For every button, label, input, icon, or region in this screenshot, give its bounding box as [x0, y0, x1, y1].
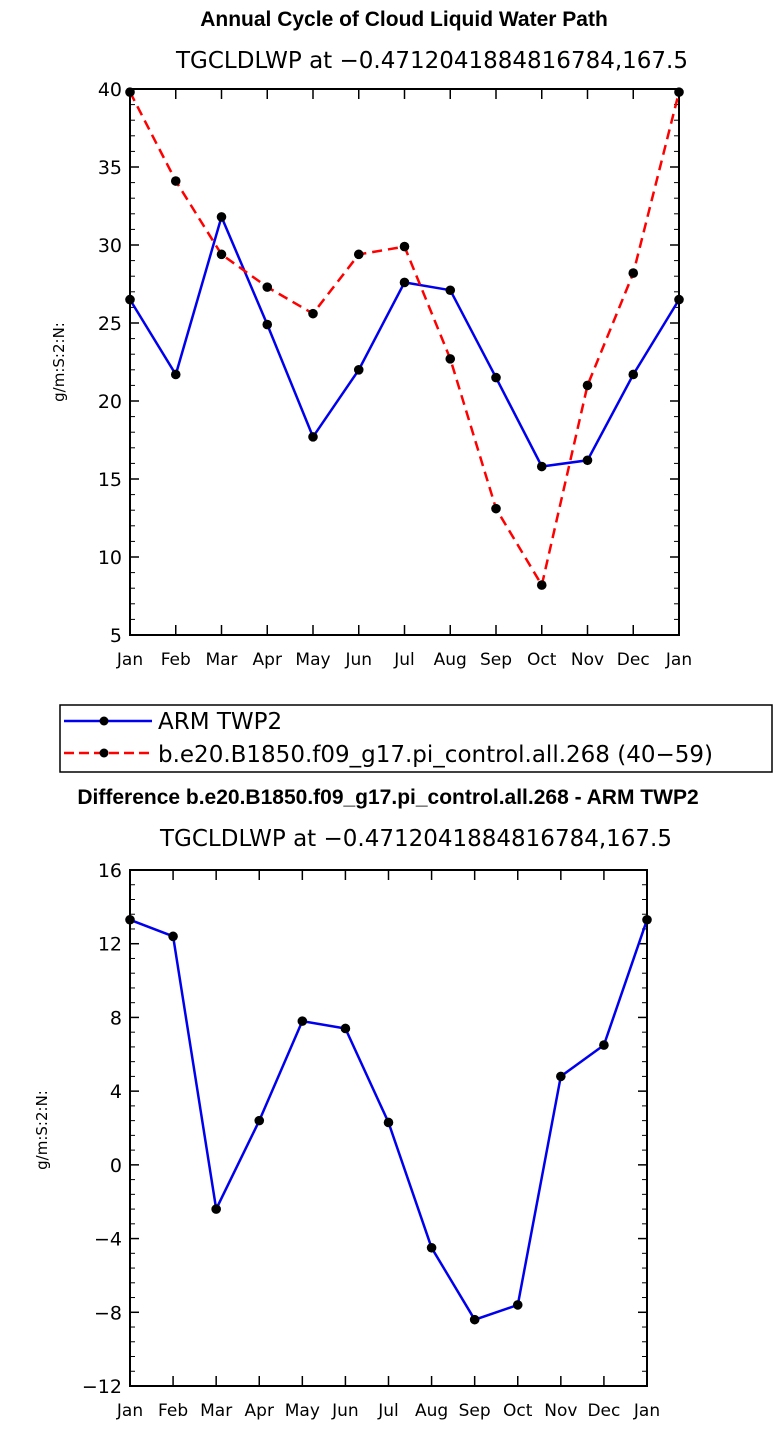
chart2-title: Difference b.e20.B1850.f09_g17.pi_contro… [77, 786, 698, 809]
chart2-xtick-label: Jan [116, 1401, 143, 1421]
chart1-series-1-point [170, 369, 181, 380]
chart1-ytick-label: 40 [98, 79, 122, 101]
legend-entry-model: b.e20.B1850.f09_g17.pi_control.all.268 (… [64, 742, 713, 768]
legend-marker-model [99, 748, 109, 758]
chart1-ytick-label: 15 [98, 469, 122, 491]
chart2-series-1-point [599, 1040, 609, 1050]
chart1-series-1-point [536, 461, 547, 472]
chart1-series-1-point [628, 369, 639, 380]
chart1-series-2-point [170, 176, 181, 186]
chart1-ytick-label: 35 [98, 157, 122, 179]
chart1-series-2-point [216, 249, 227, 260]
chart1-xtick-label: Mar [205, 650, 237, 670]
chart1-series-1-point [262, 319, 273, 330]
chart2-xtick-label: Jun [331, 1401, 359, 1421]
chart2-xtick-label: May [285, 1401, 320, 1421]
chart2-xtick-label: Sep [459, 1401, 491, 1421]
chart1-series-1-point [674, 294, 684, 305]
chart2-series-1-point [512, 1300, 523, 1310]
chart1-series-2-point [674, 87, 684, 97]
chart1-ytick-label: 10 [98, 547, 122, 569]
chart1-xtick-label: Jan [116, 650, 143, 670]
chart1-series-1-point [399, 277, 410, 288]
chart2-xtick-label: Apr [245, 1401, 274, 1421]
chart2-xtick-label: Mar [200, 1401, 232, 1421]
chart2-series-1-point [469, 1314, 480, 1325]
chart2-xtick-label: Aug [415, 1401, 448, 1421]
chart1-series-2-point [353, 249, 364, 260]
chart1-xtick-label: Aug [434, 650, 467, 670]
chart1-xtick-label: Jun [344, 650, 372, 670]
chart1-series-1-point [491, 372, 501, 383]
chart2-xtick-label: Dec [587, 1401, 620, 1421]
chart2-ytick-label: −8 [94, 1302, 122, 1324]
chart2-series-1-point [254, 1115, 265, 1126]
chart1-series-line-1 [128, 213, 681, 468]
chart1-xtick-label: Sep [480, 650, 512, 670]
chart1-xtick-label: Feb [161, 650, 191, 670]
chart1-series-1-point [125, 294, 135, 305]
chart2-ytick-label: 4 [110, 1081, 122, 1103]
chart1-series-2-point [628, 268, 639, 278]
chart2-ytick-label: 16 [98, 860, 122, 882]
chart1-ytick-label: 25 [98, 313, 122, 335]
chart2-ytick-label: 12 [98, 934, 122, 956]
chart2-ytick-label: −4 [94, 1229, 122, 1251]
chart1-xtick-label: Dec [617, 650, 650, 670]
chart1-ytick-label: 30 [98, 235, 122, 257]
chart2-series-1-point [426, 1242, 437, 1253]
chart2-series-1-point [383, 1117, 394, 1128]
chart1-series-1-point [445, 285, 456, 296]
chart1-xtick-label: Jan [665, 650, 692, 670]
legend-label-arm: ARM TWP2 [158, 709, 282, 735]
chart1-series-1-point [216, 212, 227, 222]
chart1-series-1-point [308, 432, 318, 442]
chart1-xtick-label: Oct [527, 650, 557, 670]
chart1-series-line-2 [128, 91, 681, 589]
chart2-series-1-point [340, 1023, 351, 1034]
chart2-ylabel: g/m:S:2:N: [33, 1090, 51, 1170]
chart1-series-1-point [582, 455, 593, 466]
legend-label-model: b.e20.B1850.f09_g17.pi_control.all.268 (… [158, 742, 713, 768]
legend-box [59, 704, 773, 773]
chart1-series-2-point [536, 580, 547, 590]
chart1-series-2-point [399, 241, 410, 252]
chart1-series-2-point [308, 308, 318, 319]
chart2-plot-frame [129, 869, 648, 1387]
chart1-ylabel: g/m:S:2:N: [50, 322, 68, 402]
legend: ARM TWP2 b.e20.B1850.f09_g17.pi_control.… [59, 704, 773, 773]
chart2-ytick-label: 0 [110, 1155, 122, 1177]
chart2-series-1-point [125, 914, 135, 925]
legend-marker-arm [99, 716, 109, 726]
chart2-xtick-label: Jul [377, 1401, 399, 1421]
chart2-series-1-point [168, 931, 178, 942]
chart1-ytick-label: 5 [110, 625, 122, 647]
chart2-xtick-label: Feb [158, 1401, 188, 1421]
chart2-xtick-label: Jan [633, 1401, 660, 1421]
chart2-ytick-label: −12 [82, 1376, 122, 1398]
chart1-xtick-label: Jul [393, 650, 415, 670]
chart1-title: Annual Cycle of Cloud Liquid Water Path [200, 8, 608, 31]
chart1-series-2-point [262, 282, 273, 292]
chart1-xtick-label: May [295, 650, 330, 670]
chart2-series-1-point [556, 1071, 566, 1082]
chart1-series-2-point [491, 503, 501, 514]
chart2-ytick-label: 8 [110, 1007, 122, 1029]
chart1-series-2-point [125, 87, 135, 97]
chart1-subtitle: TGCLDLWP at −0.4712041884816784,167.5 [175, 48, 688, 74]
chart1-series-2-point [582, 380, 593, 391]
chart2-xtick-label: Oct [503, 1401, 533, 1421]
chart1-series-1-point [353, 365, 364, 375]
chart1-xtick-label: Apr [253, 650, 282, 670]
chart2-series-1-point [642, 914, 652, 925]
chart1-ytick-label: 20 [98, 391, 122, 413]
chart1-xtick-label: Nov [571, 650, 604, 670]
chart2-subtitle: TGCLDLWP at −0.4712041884816784,167.5 [159, 826, 672, 852]
chart2-series-1-point [211, 1204, 221, 1214]
legend-entry-arm: ARM TWP2 [64, 709, 282, 735]
chart1-series-2-point [445, 354, 456, 364]
chart2-series-1-point [297, 1016, 308, 1026]
chart2-xtick-label: Nov [544, 1401, 577, 1421]
